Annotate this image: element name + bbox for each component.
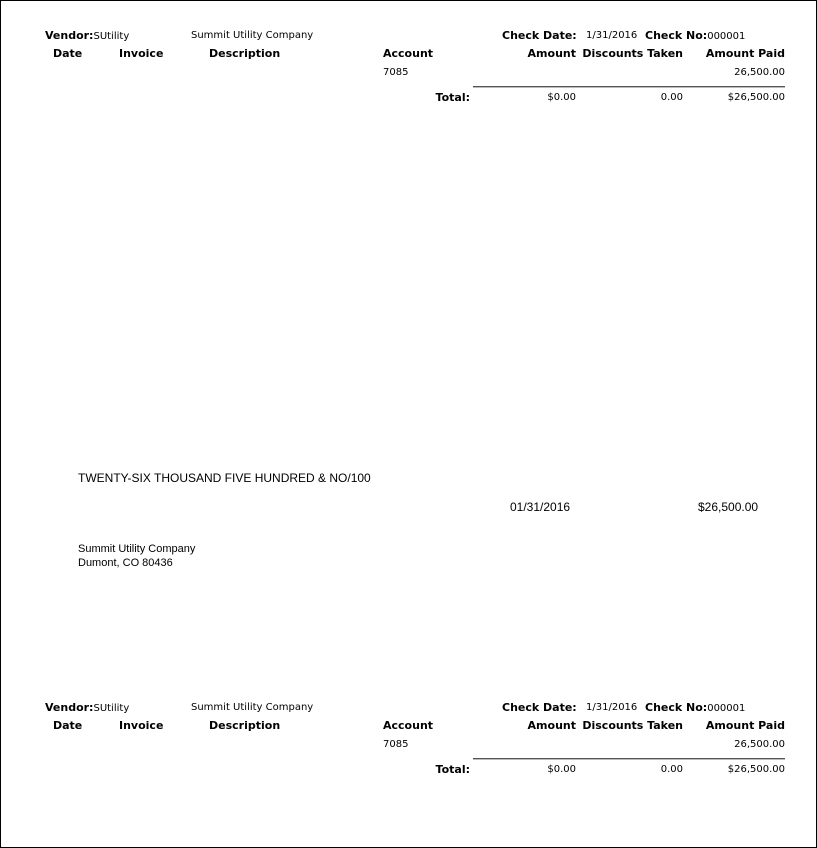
total-amount: $0.00	[547, 764, 576, 775]
check-body-amount: $26,500.00	[698, 500, 759, 514]
row-amount-paid: 26,500.00	[734, 67, 785, 78]
check-no: 000001	[707, 31, 746, 42]
vendor-label: Vendor:	[45, 29, 94, 42]
col-discounts: Discounts Taken	[582, 719, 683, 732]
col-description: Description	[209, 47, 281, 60]
col-description: Description	[209, 719, 281, 732]
check-no-label: Check No:	[645, 29, 708, 42]
col-invoice: Invoice	[119, 47, 164, 60]
check-date-label: Check Date:	[502, 29, 577, 42]
col-account: Account	[383, 719, 434, 732]
check-no-field: Check No:000001	[645, 702, 745, 715]
col-account: Account	[383, 47, 434, 60]
total-label: Total:	[435, 763, 470, 776]
vendor-id: SUtility	[93, 31, 130, 42]
check-body-date: 01/31/2016	[510, 500, 571, 514]
col-invoice: Invoice	[119, 719, 164, 732]
payee-name: Summit Utility Company	[78, 543, 196, 555]
total-amount: $0.00	[547, 92, 576, 103]
row-amount-paid: 26,500.00	[734, 739, 785, 750]
check-date-label: Check Date:	[502, 701, 577, 714]
col-date: Date	[53, 719, 83, 732]
col-discounts: Discounts Taken	[582, 47, 683, 60]
vendor-id: SUtility	[93, 703, 130, 714]
check-date: 1/31/2016	[586, 30, 638, 41]
col-amount: Amount	[527, 47, 576, 60]
total-discounts: 0.00	[660, 764, 683, 775]
check-stub-top: Vendor:SUtility Summit Utility Company C…	[0, 28, 817, 108]
check-no: 000001	[707, 703, 746, 714]
payee-address: Dumont, CO 80436	[78, 557, 173, 569]
col-amount: Amount	[527, 719, 576, 732]
check-date: 1/31/2016	[586, 702, 638, 713]
check-stub-bottom: Vendor:SUtility Summit Utility Company C…	[0, 700, 817, 780]
check-no-field: Check No:000001	[645, 30, 745, 43]
amount-in-words: TWENTY-SIX THOUSAND FIVE HUNDRED & NO/10…	[78, 471, 371, 485]
row-account: 7085	[383, 739, 409, 750]
total-paid: $26,500.00	[727, 764, 785, 775]
total-rule	[473, 86, 785, 88]
row-account: 7085	[383, 67, 409, 78]
vendor-field: Vendor:SUtility	[45, 702, 129, 715]
total-paid: $26,500.00	[727, 92, 785, 103]
total-rule	[473, 758, 785, 760]
vendor-name: Summit Utility Company	[191, 702, 314, 713]
vendor-field: Vendor:SUtility	[45, 30, 129, 43]
total-discounts: 0.00	[660, 92, 683, 103]
vendor-name: Summit Utility Company	[191, 30, 314, 41]
col-amount-paid: Amount Paid	[705, 47, 785, 60]
check-no-label: Check No:	[645, 701, 708, 714]
col-amount-paid: Amount Paid	[705, 719, 785, 732]
col-date: Date	[53, 47, 83, 60]
total-label: Total:	[435, 91, 470, 104]
vendor-label: Vendor:	[45, 701, 94, 714]
